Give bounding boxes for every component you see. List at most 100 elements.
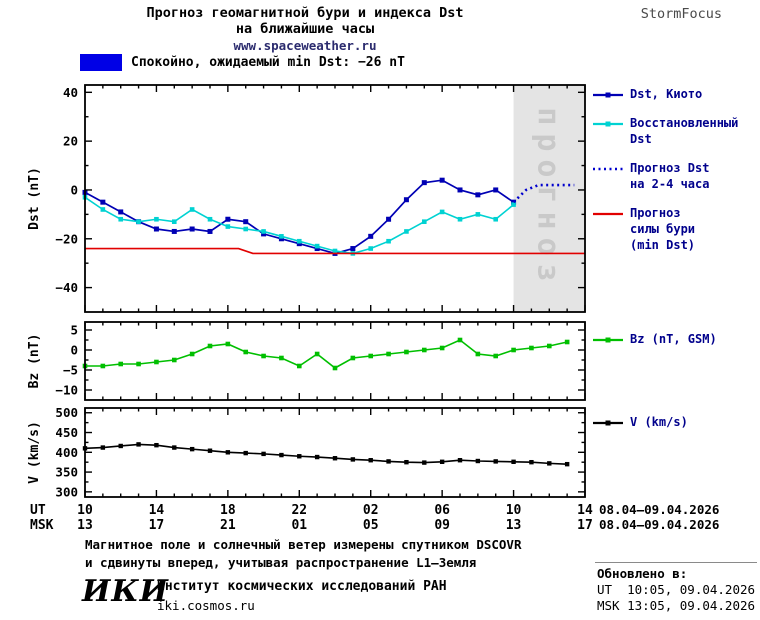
xaxis-tick-label-msk: 13 <box>77 518 93 533</box>
marker-bz <box>529 345 534 351</box>
y-tick-label: 5 <box>70 323 78 338</box>
iki-logo: ИКИ <box>82 574 169 609</box>
legend-item: Dst, Киото <box>593 86 759 102</box>
y-tick-label: 20 <box>63 134 78 149</box>
marker-dst_reconstructed <box>225 224 231 229</box>
legend-item: V (km/s) <box>593 414 759 430</box>
footer-note: Магнитное поле и солнечный ветер измерен… <box>85 536 522 572</box>
marker-bz <box>546 343 552 349</box>
legend-sample-line-marker <box>593 121 623 127</box>
updated-heading: Обновлено в: <box>597 566 688 581</box>
marker-v <box>493 459 498 464</box>
axis-frame <box>84 321 586 401</box>
y-tick-label: 40 <box>63 85 78 100</box>
axis-ylabel: Bz (nT) <box>27 334 42 389</box>
footer-note-line1: Магнитное поле и солнечный ветер измерен… <box>85 537 522 552</box>
y-tick-label: −10 <box>55 383 78 398</box>
legend-v: V (km/s) <box>593 414 759 443</box>
marker-dst_reconstructed <box>475 212 481 217</box>
marker-bz <box>475 351 481 357</box>
marker-v <box>225 450 231 455</box>
xaxis-date-range-msk: 08.04—09.04.2026 <box>599 517 719 532</box>
marker-bz <box>189 351 195 357</box>
marker-v <box>422 460 427 465</box>
xaxis-row-header-msk: MSK <box>30 518 54 533</box>
marker-dst_reconstructed <box>332 248 338 254</box>
marker-dst_reconstructed <box>243 226 249 232</box>
marker-dst_kyoto <box>296 241 302 247</box>
xaxis-tick-label-msk: 01 <box>291 518 307 533</box>
marker-v <box>529 459 534 465</box>
legend-label: Dst, Киото <box>630 87 703 101</box>
marker-v <box>547 461 552 466</box>
marker-dst_reconstructed <box>296 238 302 244</box>
marker-v <box>100 445 106 450</box>
marker-dst_reconstructed <box>439 209 445 215</box>
marker-dst_reconstructed <box>189 207 195 212</box>
marker-dst_reconstructed <box>457 216 463 222</box>
y-tick-label: 500 <box>55 405 78 420</box>
forecast-band <box>513 85 585 312</box>
y-tick-label: 300 <box>55 484 78 499</box>
marker-dst_kyoto <box>493 187 499 193</box>
marker-dst_kyoto <box>403 197 409 203</box>
title-block: Прогноз геомагнитной бури и индекса Dst … <box>55 5 555 53</box>
marker-v <box>243 450 248 456</box>
marker-v <box>314 454 320 460</box>
y-tick-label: 0 <box>70 343 78 358</box>
legend-sample-line-marker <box>593 420 623 426</box>
marker-bz <box>261 353 266 359</box>
marker-bz <box>279 355 284 361</box>
xaxis-row-header-ut: UT <box>30 503 46 518</box>
marker-bz <box>118 361 124 367</box>
legend-item: Прогноз силы бури (min Dst) <box>593 205 759 253</box>
marker-dst_reconstructed <box>279 234 284 239</box>
updated-ut: UT 10:05, 09.04.2026 <box>597 582 756 597</box>
xaxis-tick-label-ut: 14 <box>149 503 165 518</box>
y-tick-label: 0 <box>70 182 78 197</box>
marker-dst_reconstructed <box>118 216 124 222</box>
institute-site: iki.cosmos.ru <box>157 598 255 613</box>
marker-dst_kyoto <box>261 231 267 237</box>
marker-bz <box>511 347 516 353</box>
marker-v <box>118 443 123 449</box>
marker-v <box>172 445 177 450</box>
marker-v <box>136 442 141 447</box>
page-title: Прогноз геомагнитной бури и индекса Dst <box>146 5 464 21</box>
marker-dst_reconstructed <box>100 207 106 212</box>
marker-dst_reconstructed <box>261 229 266 234</box>
page-subtitle: на ближайшие часы <box>235 21 375 37</box>
y-tick-label: −5 <box>63 363 78 378</box>
legend-sample-dotted <box>593 167 623 171</box>
marker-bz <box>421 347 427 353</box>
marker-v <box>297 454 302 459</box>
marker-bz <box>386 351 391 357</box>
updated-msk: MSK 13:05, 09.04.2026 <box>597 598 756 613</box>
marker-dst_reconstructed <box>386 238 391 244</box>
legend-item: Прогноз Dst на 2-4 часа <box>593 160 759 192</box>
legend-sample-line-marker <box>593 92 623 98</box>
marker-dst_reconstructed <box>404 229 409 234</box>
marker-bz <box>243 349 249 355</box>
marker-dst_kyoto <box>386 216 392 222</box>
marker-v <box>386 459 391 464</box>
footer-note-line2: и сдвинуты вперед, учитывая распростране… <box>85 555 477 570</box>
xaxis-date-range-ut: 08.04—09.04.2026 <box>599 502 719 517</box>
legend-label: Восстановленный Dst <box>630 116 739 146</box>
marker-dst_kyoto <box>278 236 284 242</box>
series-storm_min_forecast <box>85 247 585 255</box>
marker-dst_kyoto <box>314 246 320 252</box>
y-tick-label: 400 <box>55 445 78 460</box>
brand-label: StormFocus <box>640 6 722 22</box>
marker-bz <box>136 361 141 367</box>
legend-label: Прогноз силы бури (min Dst) <box>630 206 696 252</box>
marker-v <box>564 461 570 467</box>
marker-v <box>279 452 284 458</box>
xaxis-tick-label-ut: 10 <box>506 503 522 518</box>
legend-sample-line-marker <box>593 337 623 343</box>
marker-v <box>439 459 445 464</box>
xaxis-tick-label-msk: 05 <box>363 518 379 533</box>
marker-dst_kyoto <box>100 199 106 205</box>
xaxis-tick-label-ut: 06 <box>434 503 450 518</box>
